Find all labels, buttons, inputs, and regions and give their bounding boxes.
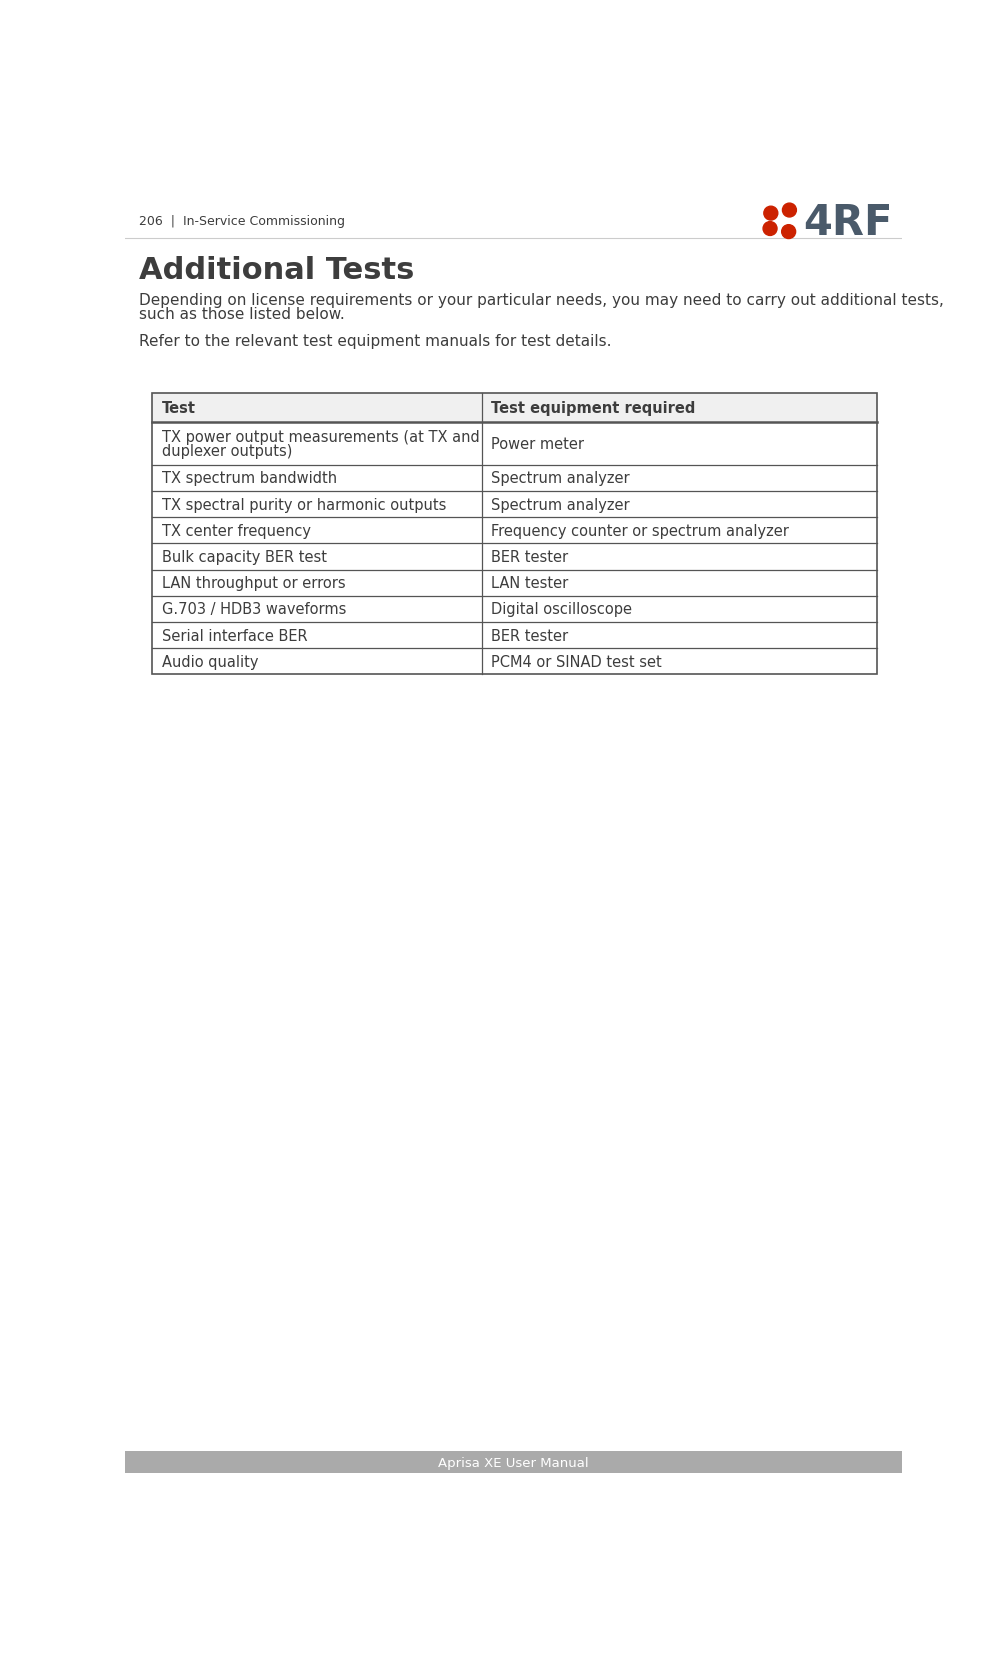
Text: Depending on license requirements or your particular needs, you may need to carr: Depending on license requirements or you… <box>139 293 944 308</box>
Bar <box>125 1451 902 1473</box>
Circle shape <box>764 222 777 237</box>
Text: Spectrum analyzer: Spectrum analyzer <box>491 472 630 487</box>
Text: TX power output measurements (at TX and: TX power output measurements (at TX and <box>161 430 479 445</box>
Text: Spectrum analyzer: Spectrum analyzer <box>491 498 630 513</box>
Text: G.703 / HDB3 waveforms: G.703 / HDB3 waveforms <box>161 602 346 617</box>
Text: TX spectrum bandwidth: TX spectrum bandwidth <box>161 472 337 487</box>
Text: Digital oscilloscope: Digital oscilloscope <box>491 602 632 617</box>
Text: Serial interface BER: Serial interface BER <box>161 629 308 644</box>
Text: TX spectral purity or harmonic outputs: TX spectral purity or harmonic outputs <box>161 498 446 513</box>
Circle shape <box>764 207 778 220</box>
Text: 206  |  In-Service Commissioning: 206 | In-Service Commissioning <box>139 215 346 228</box>
Text: LAN throughput or errors: LAN throughput or errors <box>161 576 346 591</box>
Bar <box>152 394 877 675</box>
Text: Power meter: Power meter <box>491 437 584 452</box>
Text: TX center frequency: TX center frequency <box>161 523 311 538</box>
Text: Test: Test <box>161 401 195 415</box>
Text: Test equipment required: Test equipment required <box>491 401 695 415</box>
Circle shape <box>783 204 797 218</box>
Text: BER tester: BER tester <box>491 629 568 644</box>
Text: Aprisa XE User Manual: Aprisa XE User Manual <box>438 1456 589 1468</box>
Text: Additional Tests: Additional Tests <box>139 257 415 285</box>
Text: Frequency counter or spectrum analyzer: Frequency counter or spectrum analyzer <box>491 523 790 538</box>
Text: BER tester: BER tester <box>491 549 568 564</box>
Text: Audio quality: Audio quality <box>161 654 259 669</box>
Text: Refer to the relevant test equipment manuals for test details.: Refer to the relevant test equipment man… <box>139 334 611 349</box>
Text: 4RF: 4RF <box>804 202 893 245</box>
Text: duplexer outputs): duplexer outputs) <box>161 444 292 458</box>
Text: such as those listed below.: such as those listed below. <box>139 306 345 321</box>
Text: Bulk capacity BER test: Bulk capacity BER test <box>161 549 327 564</box>
Text: PCM4 or SINAD test set: PCM4 or SINAD test set <box>491 654 662 669</box>
Text: LAN tester: LAN tester <box>491 576 568 591</box>
Bar <box>152 394 877 422</box>
Circle shape <box>782 225 796 240</box>
